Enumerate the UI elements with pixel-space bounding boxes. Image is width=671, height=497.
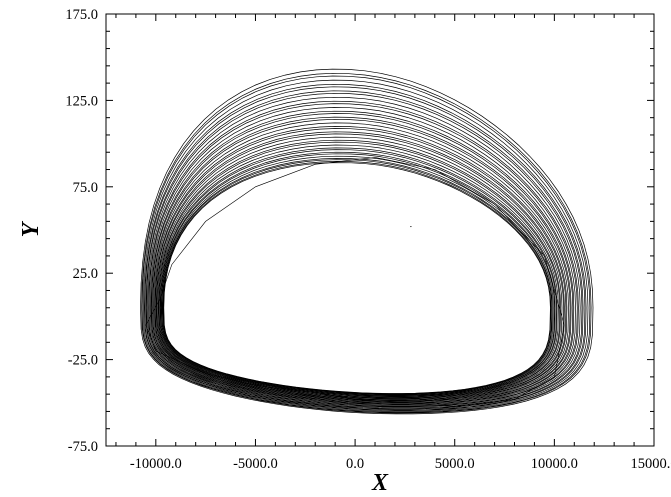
orbit-loop [160,151,556,397]
y-tick-label: 25.0 [73,266,98,282]
orbit-traces [140,68,594,415]
orbit-loop [162,159,553,395]
x-tick-label: 10000.0 [531,456,578,472]
x-tick-label: 0.0 [346,456,364,472]
orbit-loop [154,126,568,402]
orbit-loop [161,153,555,396]
series-line [145,157,565,407]
orbit-loop [141,75,591,413]
x-tick-label: -5000.0 [233,456,278,472]
orbit-loop [150,110,575,406]
orbit-loop [149,107,576,406]
orbit-loop [147,96,581,409]
x-tick-label: 5000.0 [435,456,475,472]
y-axis-title: Y [18,220,44,237]
orbit-loop [140,68,594,415]
orbit-loop [143,83,587,411]
orbit-loop [152,116,572,404]
orbit-loop [156,133,564,401]
y-tick-label: -75.0 [68,439,98,455]
axis-tick-labels: -10000.0 -5000.0 0.0 5000.0 10000.0 15000.0 -7… [65,7,671,472]
plot-area [105,13,655,447]
orbit-loop [160,149,557,397]
orbit-loop [159,147,558,398]
orbit-loop [161,155,554,396]
orbit-loop [148,100,579,408]
y-tick-label: 125.0 [65,93,98,109]
x-tick-label: -10000.0 [130,456,182,472]
x-axis-title: X [371,470,389,496]
orbit-loop [141,72,592,414]
x-tick-label: 15000.0 [630,456,671,472]
orbit-loop [144,86,586,411]
orbit-loop [145,90,584,410]
center-point [410,225,412,228]
orbit-loop [142,79,589,412]
orbit-loop [163,161,552,395]
orbit-loop [157,139,561,399]
y-tick-label: -25.0 [68,353,98,369]
y-tick-label: 175.0 [65,7,98,23]
orbit-loop [162,158,553,395]
orbit-loop [159,144,559,398]
orbit-loop [146,92,583,409]
orbit-loop [155,131,565,401]
y-tick-label: 75.0 [73,180,98,196]
orbit-loop [158,141,561,399]
orbit-loop [151,113,574,405]
axis-ticks [106,13,655,447]
orbit-loop [157,136,563,400]
orbit-loop [148,103,578,407]
orbit-loop [153,122,569,403]
plot-frame [105,13,655,447]
orbit-loop [152,118,571,404]
